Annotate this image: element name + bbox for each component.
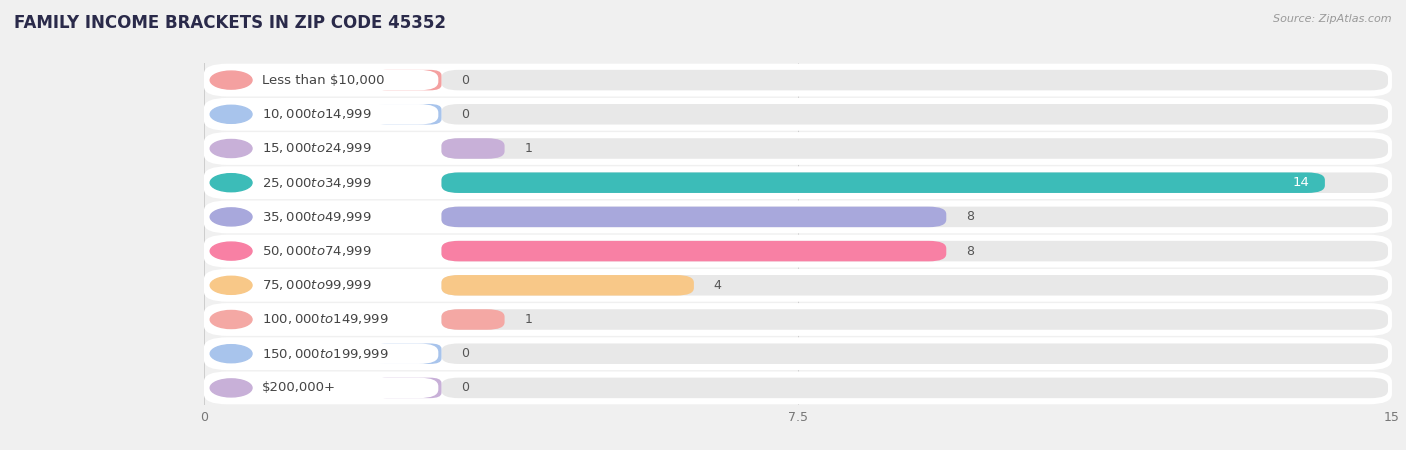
Text: 1: 1 [524, 142, 533, 155]
FancyBboxPatch shape [204, 269, 1392, 302]
FancyBboxPatch shape [441, 172, 1388, 193]
Text: FAMILY INCOME BRACKETS IN ZIP CODE 45352: FAMILY INCOME BRACKETS IN ZIP CODE 45352 [14, 14, 446, 32]
FancyBboxPatch shape [441, 241, 1388, 261]
FancyBboxPatch shape [375, 343, 441, 364]
FancyBboxPatch shape [375, 104, 441, 125]
FancyBboxPatch shape [204, 201, 1392, 233]
Text: Less than $10,000: Less than $10,000 [262, 74, 384, 86]
FancyBboxPatch shape [441, 70, 1388, 90]
Text: 4: 4 [714, 279, 721, 292]
Text: 8: 8 [966, 211, 974, 223]
FancyBboxPatch shape [441, 309, 505, 330]
FancyBboxPatch shape [441, 104, 1388, 125]
FancyBboxPatch shape [204, 372, 1392, 404]
Circle shape [211, 208, 252, 226]
FancyBboxPatch shape [207, 378, 439, 398]
Text: 8: 8 [966, 245, 974, 257]
Text: $10,000 to $14,999: $10,000 to $14,999 [262, 107, 371, 122]
FancyBboxPatch shape [441, 138, 505, 159]
FancyBboxPatch shape [441, 241, 946, 261]
FancyBboxPatch shape [441, 343, 1388, 364]
Circle shape [211, 345, 252, 363]
FancyBboxPatch shape [441, 207, 1388, 227]
Text: $50,000 to $74,999: $50,000 to $74,999 [262, 244, 371, 258]
FancyBboxPatch shape [441, 309, 1388, 330]
Text: $25,000 to $34,999: $25,000 to $34,999 [262, 176, 371, 190]
FancyBboxPatch shape [204, 64, 1392, 96]
Text: 0: 0 [461, 108, 470, 121]
FancyBboxPatch shape [204, 132, 1392, 165]
Circle shape [211, 105, 252, 123]
Text: $15,000 to $24,999: $15,000 to $24,999 [262, 141, 371, 156]
FancyBboxPatch shape [207, 172, 439, 193]
FancyBboxPatch shape [207, 241, 439, 261]
Text: 0: 0 [461, 347, 470, 360]
Text: $75,000 to $99,999: $75,000 to $99,999 [262, 278, 371, 293]
FancyBboxPatch shape [207, 138, 439, 159]
FancyBboxPatch shape [375, 70, 441, 90]
FancyBboxPatch shape [204, 235, 1392, 267]
FancyBboxPatch shape [441, 378, 1388, 398]
Text: 1: 1 [524, 313, 533, 326]
FancyBboxPatch shape [441, 172, 1324, 193]
FancyBboxPatch shape [441, 207, 946, 227]
FancyBboxPatch shape [441, 275, 1388, 296]
FancyBboxPatch shape [207, 104, 439, 125]
Text: $100,000 to $149,999: $100,000 to $149,999 [262, 312, 388, 327]
FancyBboxPatch shape [207, 343, 439, 364]
Text: $150,000 to $199,999: $150,000 to $199,999 [262, 346, 388, 361]
Text: $35,000 to $49,999: $35,000 to $49,999 [262, 210, 371, 224]
FancyBboxPatch shape [207, 309, 439, 330]
Text: Source: ZipAtlas.com: Source: ZipAtlas.com [1274, 14, 1392, 23]
Circle shape [211, 310, 252, 328]
Text: 0: 0 [461, 382, 470, 394]
Circle shape [211, 242, 252, 260]
FancyBboxPatch shape [441, 275, 695, 296]
Circle shape [211, 140, 252, 158]
FancyBboxPatch shape [204, 303, 1392, 336]
Circle shape [211, 71, 252, 89]
FancyBboxPatch shape [207, 207, 439, 227]
FancyBboxPatch shape [204, 98, 1392, 130]
FancyBboxPatch shape [441, 138, 1388, 159]
Circle shape [211, 379, 252, 397]
FancyBboxPatch shape [207, 70, 439, 90]
Text: $200,000+: $200,000+ [262, 382, 336, 394]
FancyBboxPatch shape [375, 378, 441, 398]
Text: 0: 0 [461, 74, 470, 86]
FancyBboxPatch shape [204, 166, 1392, 199]
Text: 14: 14 [1292, 176, 1309, 189]
Circle shape [211, 174, 252, 192]
FancyBboxPatch shape [204, 338, 1392, 370]
FancyBboxPatch shape [207, 275, 439, 296]
Circle shape [211, 276, 252, 294]
